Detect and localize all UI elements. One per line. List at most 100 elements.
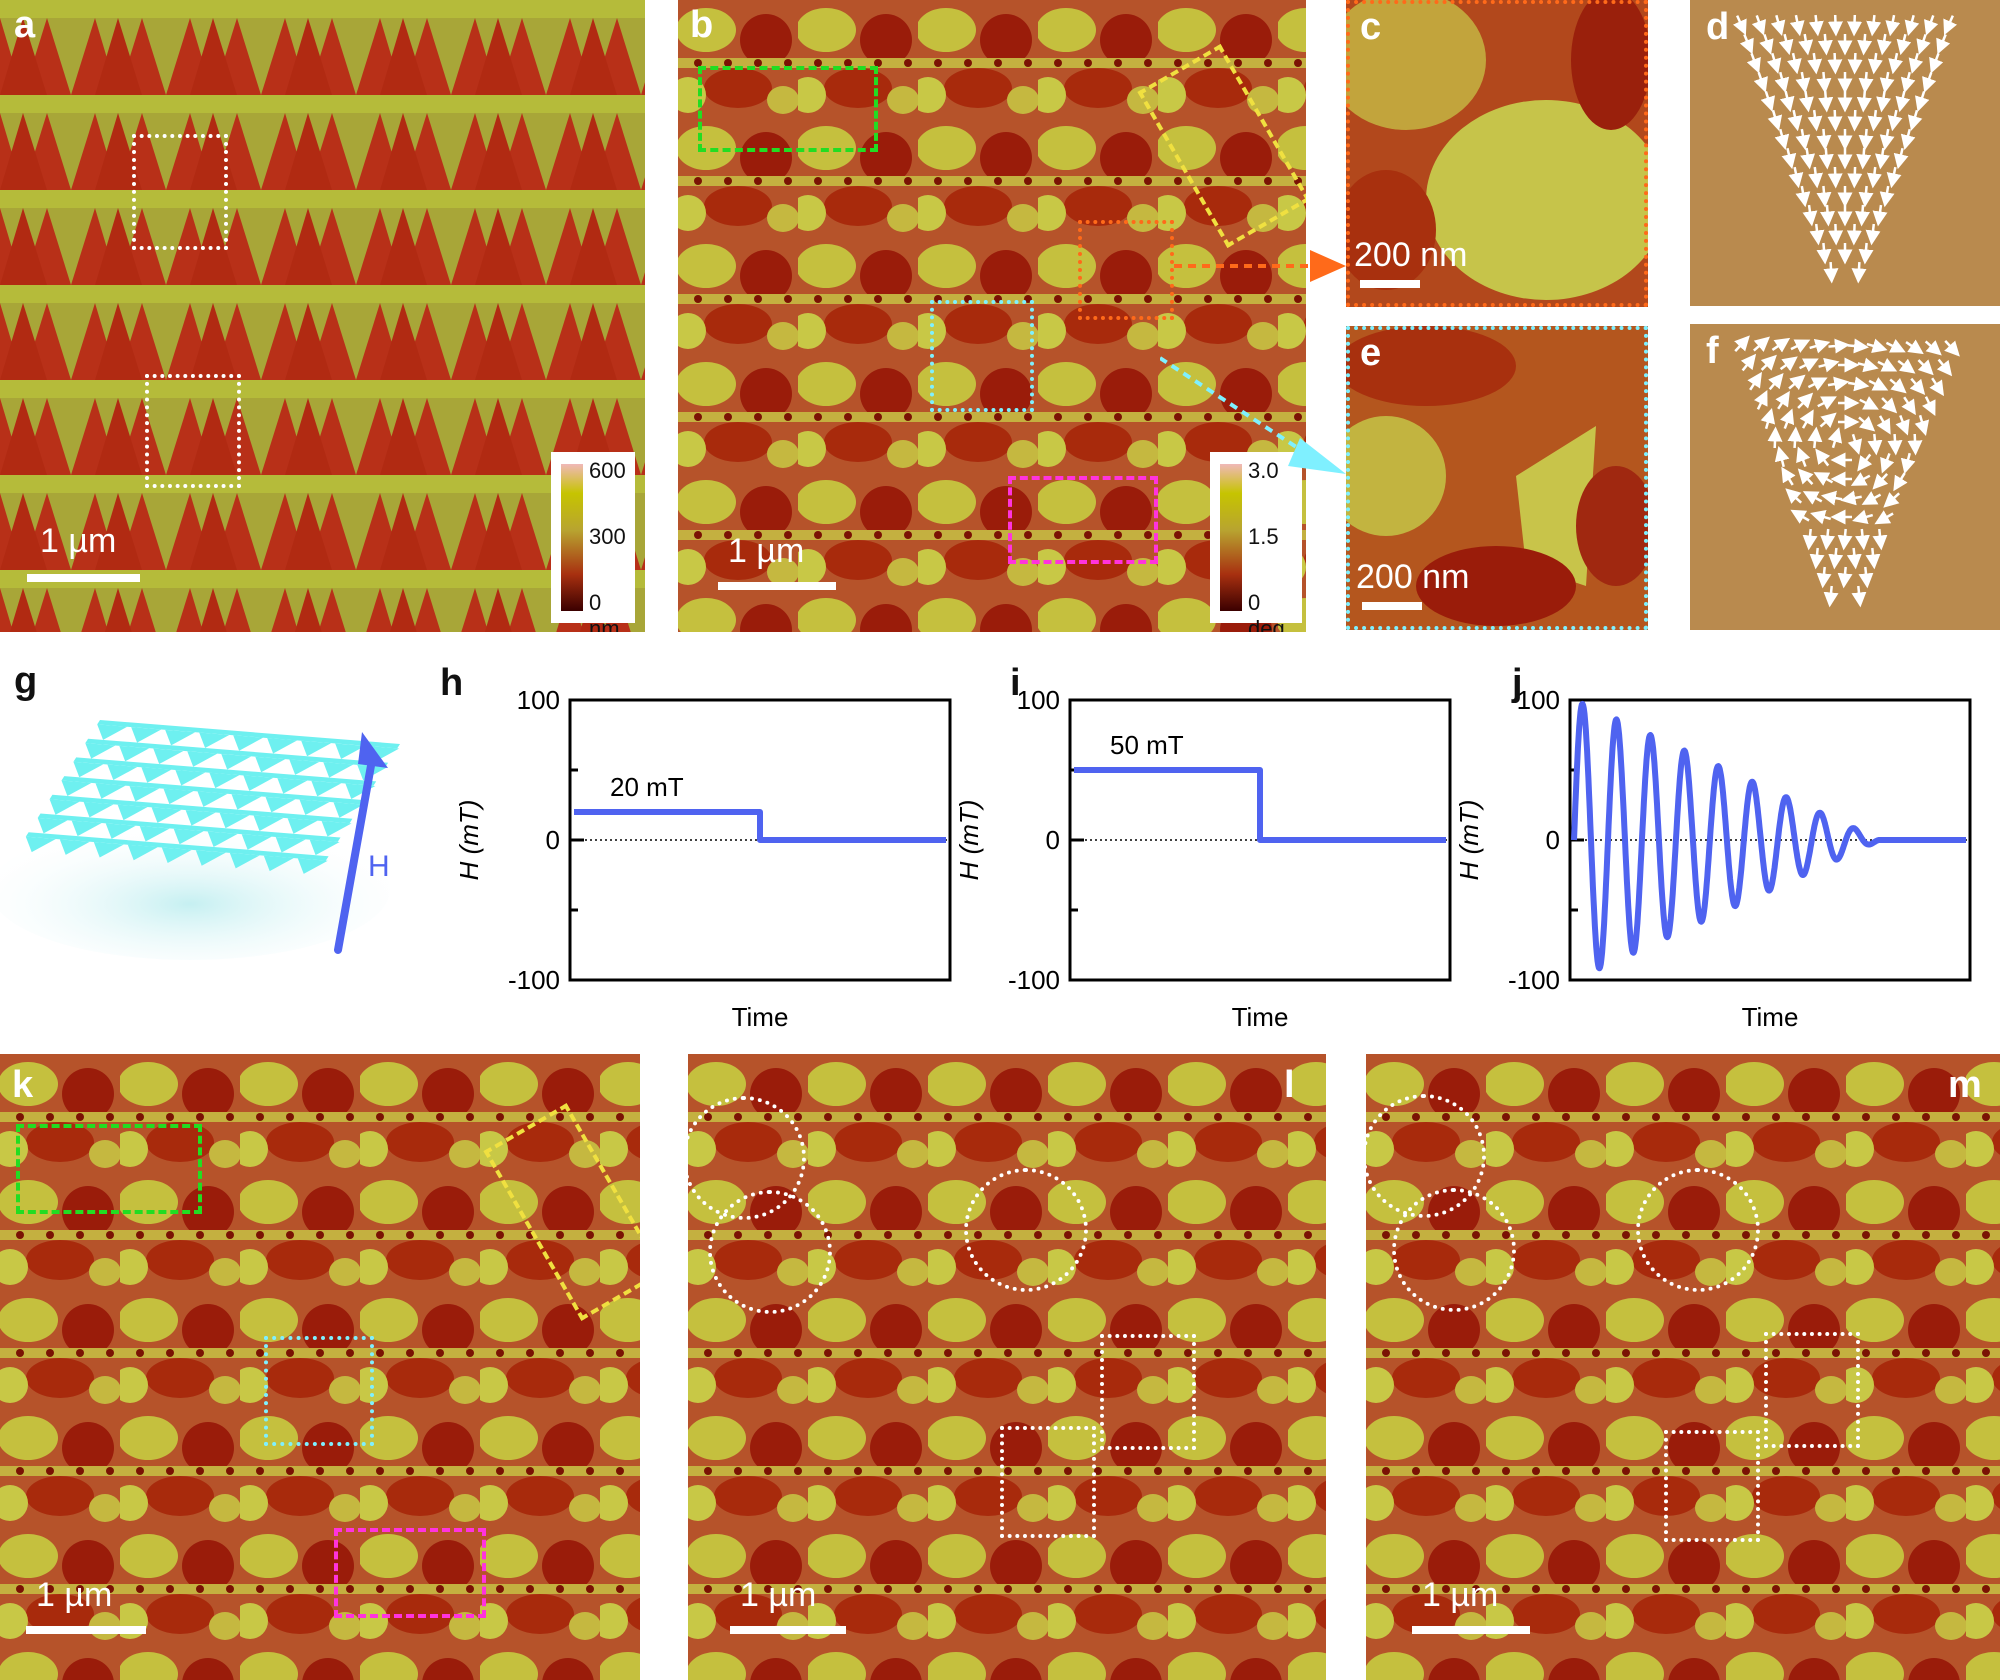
lattice-triangle: [95, 783, 126, 799]
chart-j: 100 0 -100 H (mT) Time: [1454, 685, 1972, 1032]
magnetization-arrow: [1828, 338, 1850, 354]
lattice-triangle: [199, 732, 230, 749]
lattice-triangle: [219, 812, 250, 829]
magnetization-arrow: [1799, 90, 1814, 113]
colorbar-height: 600 300 0 nm: [551, 452, 635, 632]
magnetization-arrow: [1840, 490, 1862, 506]
magnetization-arrow: [1795, 71, 1811, 94]
magnetization-arrow: [1740, 353, 1757, 372]
magnetization-arrow: [1795, 128, 1811, 151]
magnetization-arrow: [1897, 358, 1916, 374]
lattice-triangle: [309, 839, 340, 856]
magnetization-arrow: [1922, 396, 1936, 417]
magnetization-arrow: [1865, 547, 1881, 570]
magnetization-arrow: [1817, 33, 1833, 56]
magnetization-arrow: [1876, 33, 1892, 56]
magnetization-arrow: [1818, 357, 1840, 373]
magnetization-arrow: [1828, 223, 1844, 246]
magnetization-arrow: [1936, 34, 1951, 55]
magnetization-arrow: [1790, 339, 1811, 353]
magnetization-arrow: [1754, 389, 1768, 410]
y-axis-label: H (mT): [454, 800, 484, 881]
magnetization-arrow: [1781, 466, 1796, 486]
magnetization-arrow: [1879, 128, 1895, 151]
colorbar-mid-label: 1.5: [1248, 524, 1279, 549]
panel-label-i: i: [1010, 662, 1021, 704]
highlight-circle-3: [964, 1168, 1088, 1292]
magnetization-arrow: [1823, 585, 1839, 608]
magnetization-arrow: [1774, 71, 1790, 94]
y-tick-label: 100: [1517, 685, 1560, 715]
lattice-triangle: [83, 801, 114, 818]
magnetization-arrow: [1900, 128, 1916, 151]
lattice-triangle: [289, 759, 320, 775]
x-axis-label: Time: [1232, 1002, 1289, 1032]
lattice-triangle: [297, 858, 328, 874]
lattice-triangle: [61, 780, 92, 797]
magnetization-arrow: [1856, 90, 1872, 113]
scale-bar-label: 200 nm: [1354, 236, 1468, 274]
panel-label-h: h: [440, 662, 464, 704]
field-label: H: [368, 850, 390, 883]
magnetization-arrow: [1798, 358, 1819, 372]
magnetization-arrows: [1732, 14, 1958, 284]
magnetization-arrow: [1943, 15, 1958, 36]
scale-bar-label: 200 nm: [1356, 558, 1470, 596]
lattice-triangle: [267, 738, 298, 754]
magnetization-arrow: [1917, 359, 1934, 376]
highlight-box-white-1: [132, 134, 228, 250]
magnetization-arrow: [1861, 491, 1882, 505]
lattice-triangle: [153, 748, 184, 765]
afm-texture: [0, 0, 645, 632]
magnetization-arrow: [1887, 109, 1903, 132]
magnetization-arrow: [1775, 390, 1790, 410]
magnetization-arrow: [1865, 223, 1881, 246]
magnetization-arrow: [1808, 14, 1824, 37]
magnetization-arrow: [1859, 396, 1879, 410]
magnetization-arrow: [1766, 52, 1782, 74]
lattice-bar: [61, 776, 365, 805]
magnetization-arrow: [1914, 414, 1930, 436]
panel-l-mfm-image: l 1 µm: [688, 1054, 1326, 1680]
magnetization-arrow: [1807, 109, 1823, 132]
scale-bar: [1360, 280, 1420, 288]
magnetization-arrow: [1760, 354, 1777, 371]
lattice-triangle: [85, 743, 116, 759]
magnetization-arrow: [1850, 472, 1871, 486]
magnetization-arrow: [1807, 52, 1823, 75]
panel-c-zoom-orange: c 200 nm: [1346, 0, 1648, 307]
lattice-triangle: [119, 745, 150, 762]
magnetization-arrow: [1788, 374, 1806, 391]
panel-label-f: f: [1706, 330, 1719, 372]
magnetization-arrow: [1816, 71, 1832, 94]
magnetization-arrow: [1771, 337, 1791, 353]
panel-label-j: j: [1512, 662, 1523, 704]
lattice-triangle: [59, 839, 90, 855]
lattice-triangle: [139, 826, 170, 842]
magnetization-arrow: [1788, 166, 1804, 189]
magnetization-arrow: [1872, 473, 1889, 490]
lattice-triangle: [187, 751, 218, 767]
magnetization-arrow: [1880, 453, 1895, 474]
lattice-triangle: [117, 804, 148, 821]
colorbar-bottom-label: 0 nm: [589, 590, 620, 632]
magnetization-arrow: [1786, 52, 1802, 75]
magnetization-arrow: [1780, 408, 1795, 429]
lattice-triangle: [127, 844, 158, 861]
magnetization-arrow: [1909, 377, 1926, 396]
highlight-circle-2: [708, 1190, 832, 1314]
colorbar-mid-label: 300: [589, 524, 626, 549]
magnetization-arrow: [1895, 415, 1910, 436]
magnetization-arrow: [1904, 14, 1920, 36]
magnetization-arrow: [1852, 509, 1874, 525]
magnetization-arrow: [1915, 90, 1930, 112]
magnetization-arrow: [1797, 468, 1814, 485]
panel-b-mfm-image: b 1 µm 3.0 1.5 0 deg: [678, 0, 1306, 632]
magnetization-arrow: [1872, 528, 1888, 551]
magnetization-arrow: [1789, 14, 1805, 37]
magnetization-arrow: [1886, 166, 1902, 189]
magnetization-arrow: [1879, 71, 1895, 94]
panel-label-d: d: [1706, 6, 1730, 48]
lattice-triangle: [299, 799, 330, 816]
magnetization-arrow: [1889, 377, 1907, 394]
